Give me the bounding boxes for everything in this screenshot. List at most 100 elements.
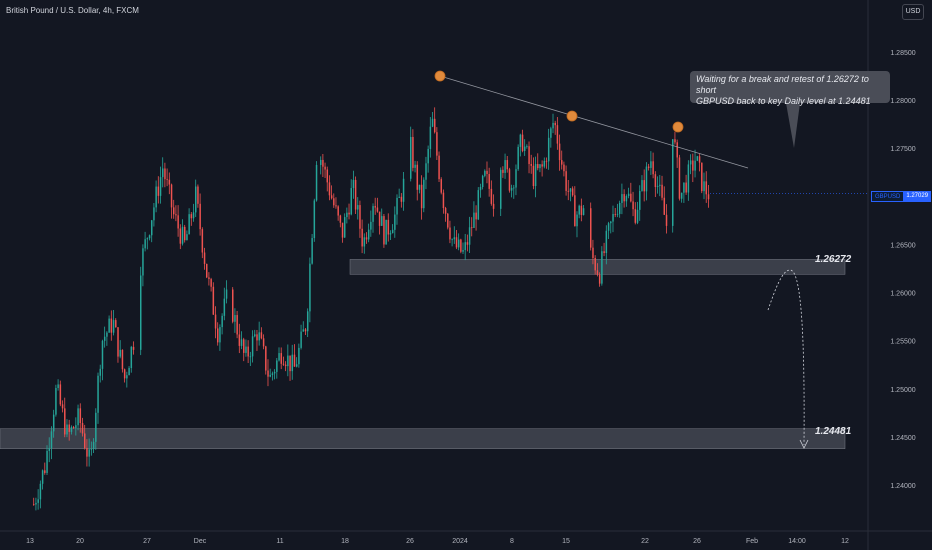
- candle-body: [128, 368, 130, 376]
- candle-body: [423, 179, 425, 209]
- candle-body: [70, 426, 73, 432]
- badge-symbol: GBPUSD: [871, 191, 904, 202]
- candle-body: [164, 168, 166, 180]
- candle-body: [159, 177, 162, 196]
- candle-body: [162, 168, 164, 178]
- candle-body: [251, 336, 254, 357]
- candle-body: [151, 220, 153, 236]
- candle-body: [367, 229, 370, 240]
- candle-body: [473, 212, 475, 228]
- candle-body: [256, 334, 258, 341]
- candle-body: [192, 212, 195, 219]
- x-tick-label: 22: [641, 538, 649, 545]
- candle-body: [245, 346, 247, 353]
- candle-body: [324, 166, 326, 170]
- candle-body: [168, 179, 171, 185]
- candle-body: [223, 298, 226, 316]
- candle-body: [291, 354, 294, 372]
- y-tick-label: 1.24500: [890, 435, 915, 442]
- candle-body: [477, 190, 480, 220]
- candle-body: [416, 164, 419, 190]
- candle-body: [123, 369, 126, 379]
- candle-body: [106, 332, 108, 337]
- candle-body: [689, 160, 692, 165]
- candle-body: [513, 187, 515, 189]
- candle-body: [592, 247, 594, 258]
- candle-body: [534, 164, 537, 187]
- candle-body: [214, 314, 217, 329]
- candle-body: [374, 206, 376, 208]
- candle-body: [276, 360, 278, 372]
- descending-trendline: [439, 75, 749, 169]
- candle-body: [90, 448, 93, 450]
- candle-body: [449, 227, 451, 240]
- candle-body: [298, 347, 300, 365]
- candle-body: [594, 257, 596, 271]
- candle-body: [130, 346, 133, 369]
- candle-body: [108, 318, 110, 333]
- candle-body: [698, 156, 701, 163]
- candle-body: [547, 137, 550, 162]
- candle-body: [674, 139, 676, 143]
- candle-body: [306, 311, 309, 332]
- candle-body: [61, 404, 64, 409]
- y-tick-label: 1.24000: [890, 483, 915, 490]
- candle-body: [414, 164, 416, 168]
- candle-body: [210, 279, 212, 287]
- candle-body: [247, 346, 249, 357]
- x-tick-label: 8: [510, 538, 514, 545]
- candle-body: [537, 164, 539, 169]
- candle-body: [457, 239, 460, 248]
- candle-body: [521, 134, 524, 151]
- candle-body: [46, 450, 48, 473]
- candle-body: [580, 205, 583, 215]
- candle-body: [519, 134, 522, 147]
- y-tick-label: 1.25000: [890, 387, 915, 394]
- candle-body: [515, 169, 517, 188]
- x-tick-label: 12: [841, 538, 849, 545]
- candle-body: [86, 448, 88, 457]
- y-tick-label: 1.27500: [890, 146, 915, 153]
- support-level-label: 1.24481: [815, 426, 852, 437]
- candle-body: [44, 470, 46, 473]
- x-tick-label: 13: [26, 538, 34, 545]
- currency-button[interactable]: USD: [902, 4, 924, 20]
- candle-body: [57, 384, 59, 388]
- candle-body: [526, 146, 528, 148]
- pivot-high-marker: [434, 70, 446, 82]
- candle-body: [705, 181, 708, 195]
- candle-body: [479, 186, 482, 191]
- candle-body: [101, 340, 104, 369]
- candle-body: [348, 212, 350, 215]
- candle-body: [184, 226, 186, 241]
- candle-body: [429, 126, 432, 149]
- candle-body: [634, 209, 637, 223]
- candle-body: [558, 143, 561, 161]
- candle-body: [95, 412, 97, 442]
- candle-body: [616, 213, 619, 215]
- callout-pointer: [786, 103, 800, 148]
- candle-body: [88, 449, 90, 457]
- candle-body: [610, 221, 612, 224]
- candle-body: [157, 186, 160, 196]
- candle-body: [654, 174, 657, 188]
- candle-body: [81, 422, 84, 434]
- candle-body: [433, 118, 436, 133]
- candle-body: [400, 196, 403, 202]
- candle-body: [234, 315, 236, 322]
- candle-body: [578, 205, 580, 215]
- candle-body: [468, 227, 471, 245]
- candle-body: [694, 160, 696, 171]
- candle-body: [84, 433, 86, 449]
- candle-body: [166, 179, 168, 180]
- candle-body: [596, 270, 599, 275]
- candle-body: [350, 188, 353, 215]
- pivot-high-marker: [672, 121, 684, 133]
- candle-body: [523, 146, 526, 151]
- candle-body: [398, 196, 400, 198]
- candle-body: [354, 179, 357, 210]
- candle-body: [603, 251, 605, 254]
- candle-body: [464, 242, 466, 251]
- candle-body: [221, 315, 223, 328]
